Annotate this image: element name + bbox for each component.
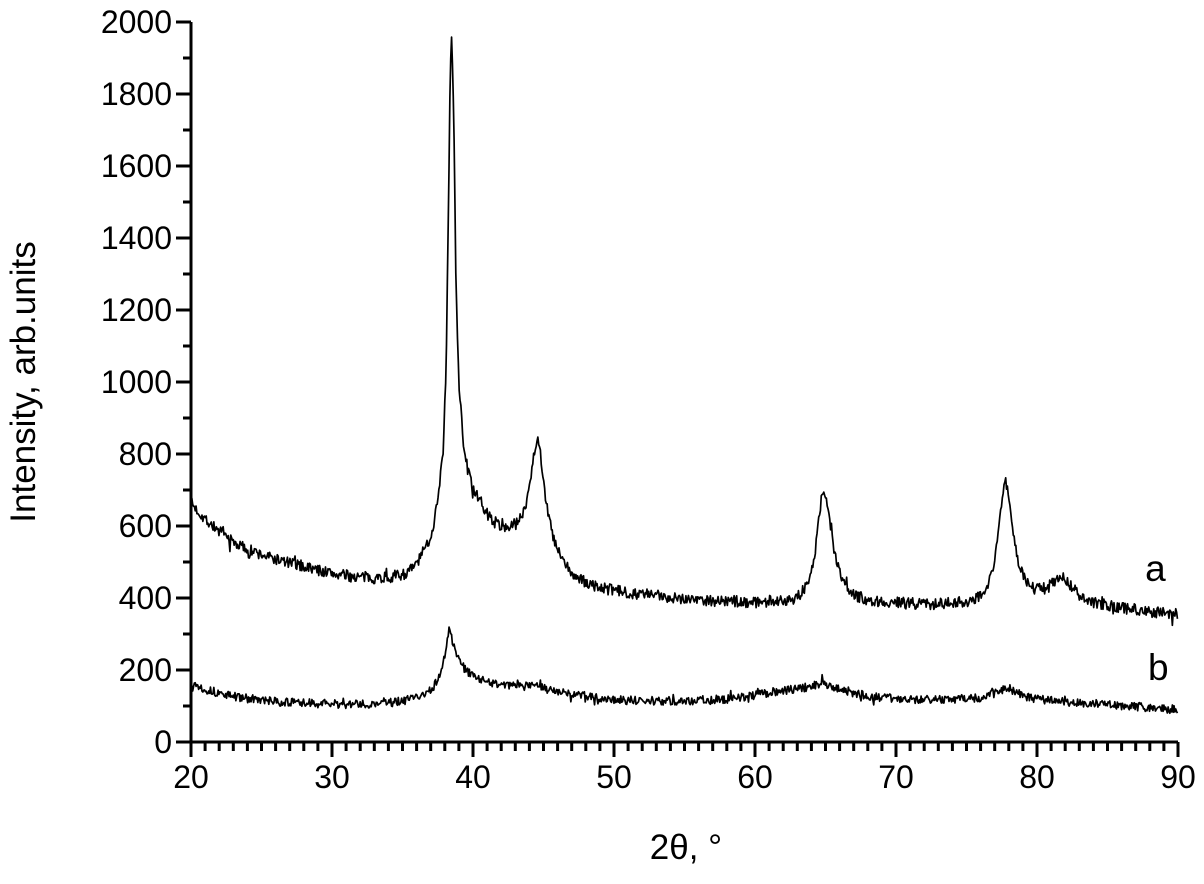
- series-b-label: b: [1147, 647, 1169, 689]
- x-tick-label: 70: [878, 759, 914, 795]
- y-tick-label: 2000: [101, 4, 172, 40]
- y-axis-title: Intensity, arb.units: [4, 241, 43, 523]
- y-tick-label: 800: [119, 436, 172, 472]
- x-tick-label: 50: [596, 759, 632, 795]
- x-tick-label: 80: [1019, 759, 1055, 795]
- y-tick-label: 0: [154, 724, 172, 760]
- y-tick-label: 1200: [101, 292, 172, 328]
- series-b-curve: [190, 626, 1179, 715]
- y-tick-label: 200: [119, 652, 172, 688]
- y-tick-label: 1400: [101, 220, 172, 256]
- y-tick-label: 400: [119, 580, 172, 616]
- x-tick-label: 30: [314, 759, 350, 795]
- x-tick-label: 90: [1160, 759, 1196, 795]
- x-tick-label: 60: [737, 759, 773, 795]
- series-a-label: a: [1145, 548, 1166, 590]
- series-a-curve: [190, 36, 1179, 627]
- y-tick-label: 1800: [101, 76, 172, 112]
- x-tick-label: 20: [173, 759, 209, 795]
- y-tick-label: 1000: [101, 364, 172, 400]
- x-axis-title: 2θ, °: [649, 828, 723, 867]
- y-tick-label: 1600: [101, 148, 172, 184]
- y-tick-label: 600: [119, 508, 172, 544]
- axis-spine: [189, 22, 1178, 744]
- x-tick-label: 40: [455, 759, 491, 795]
